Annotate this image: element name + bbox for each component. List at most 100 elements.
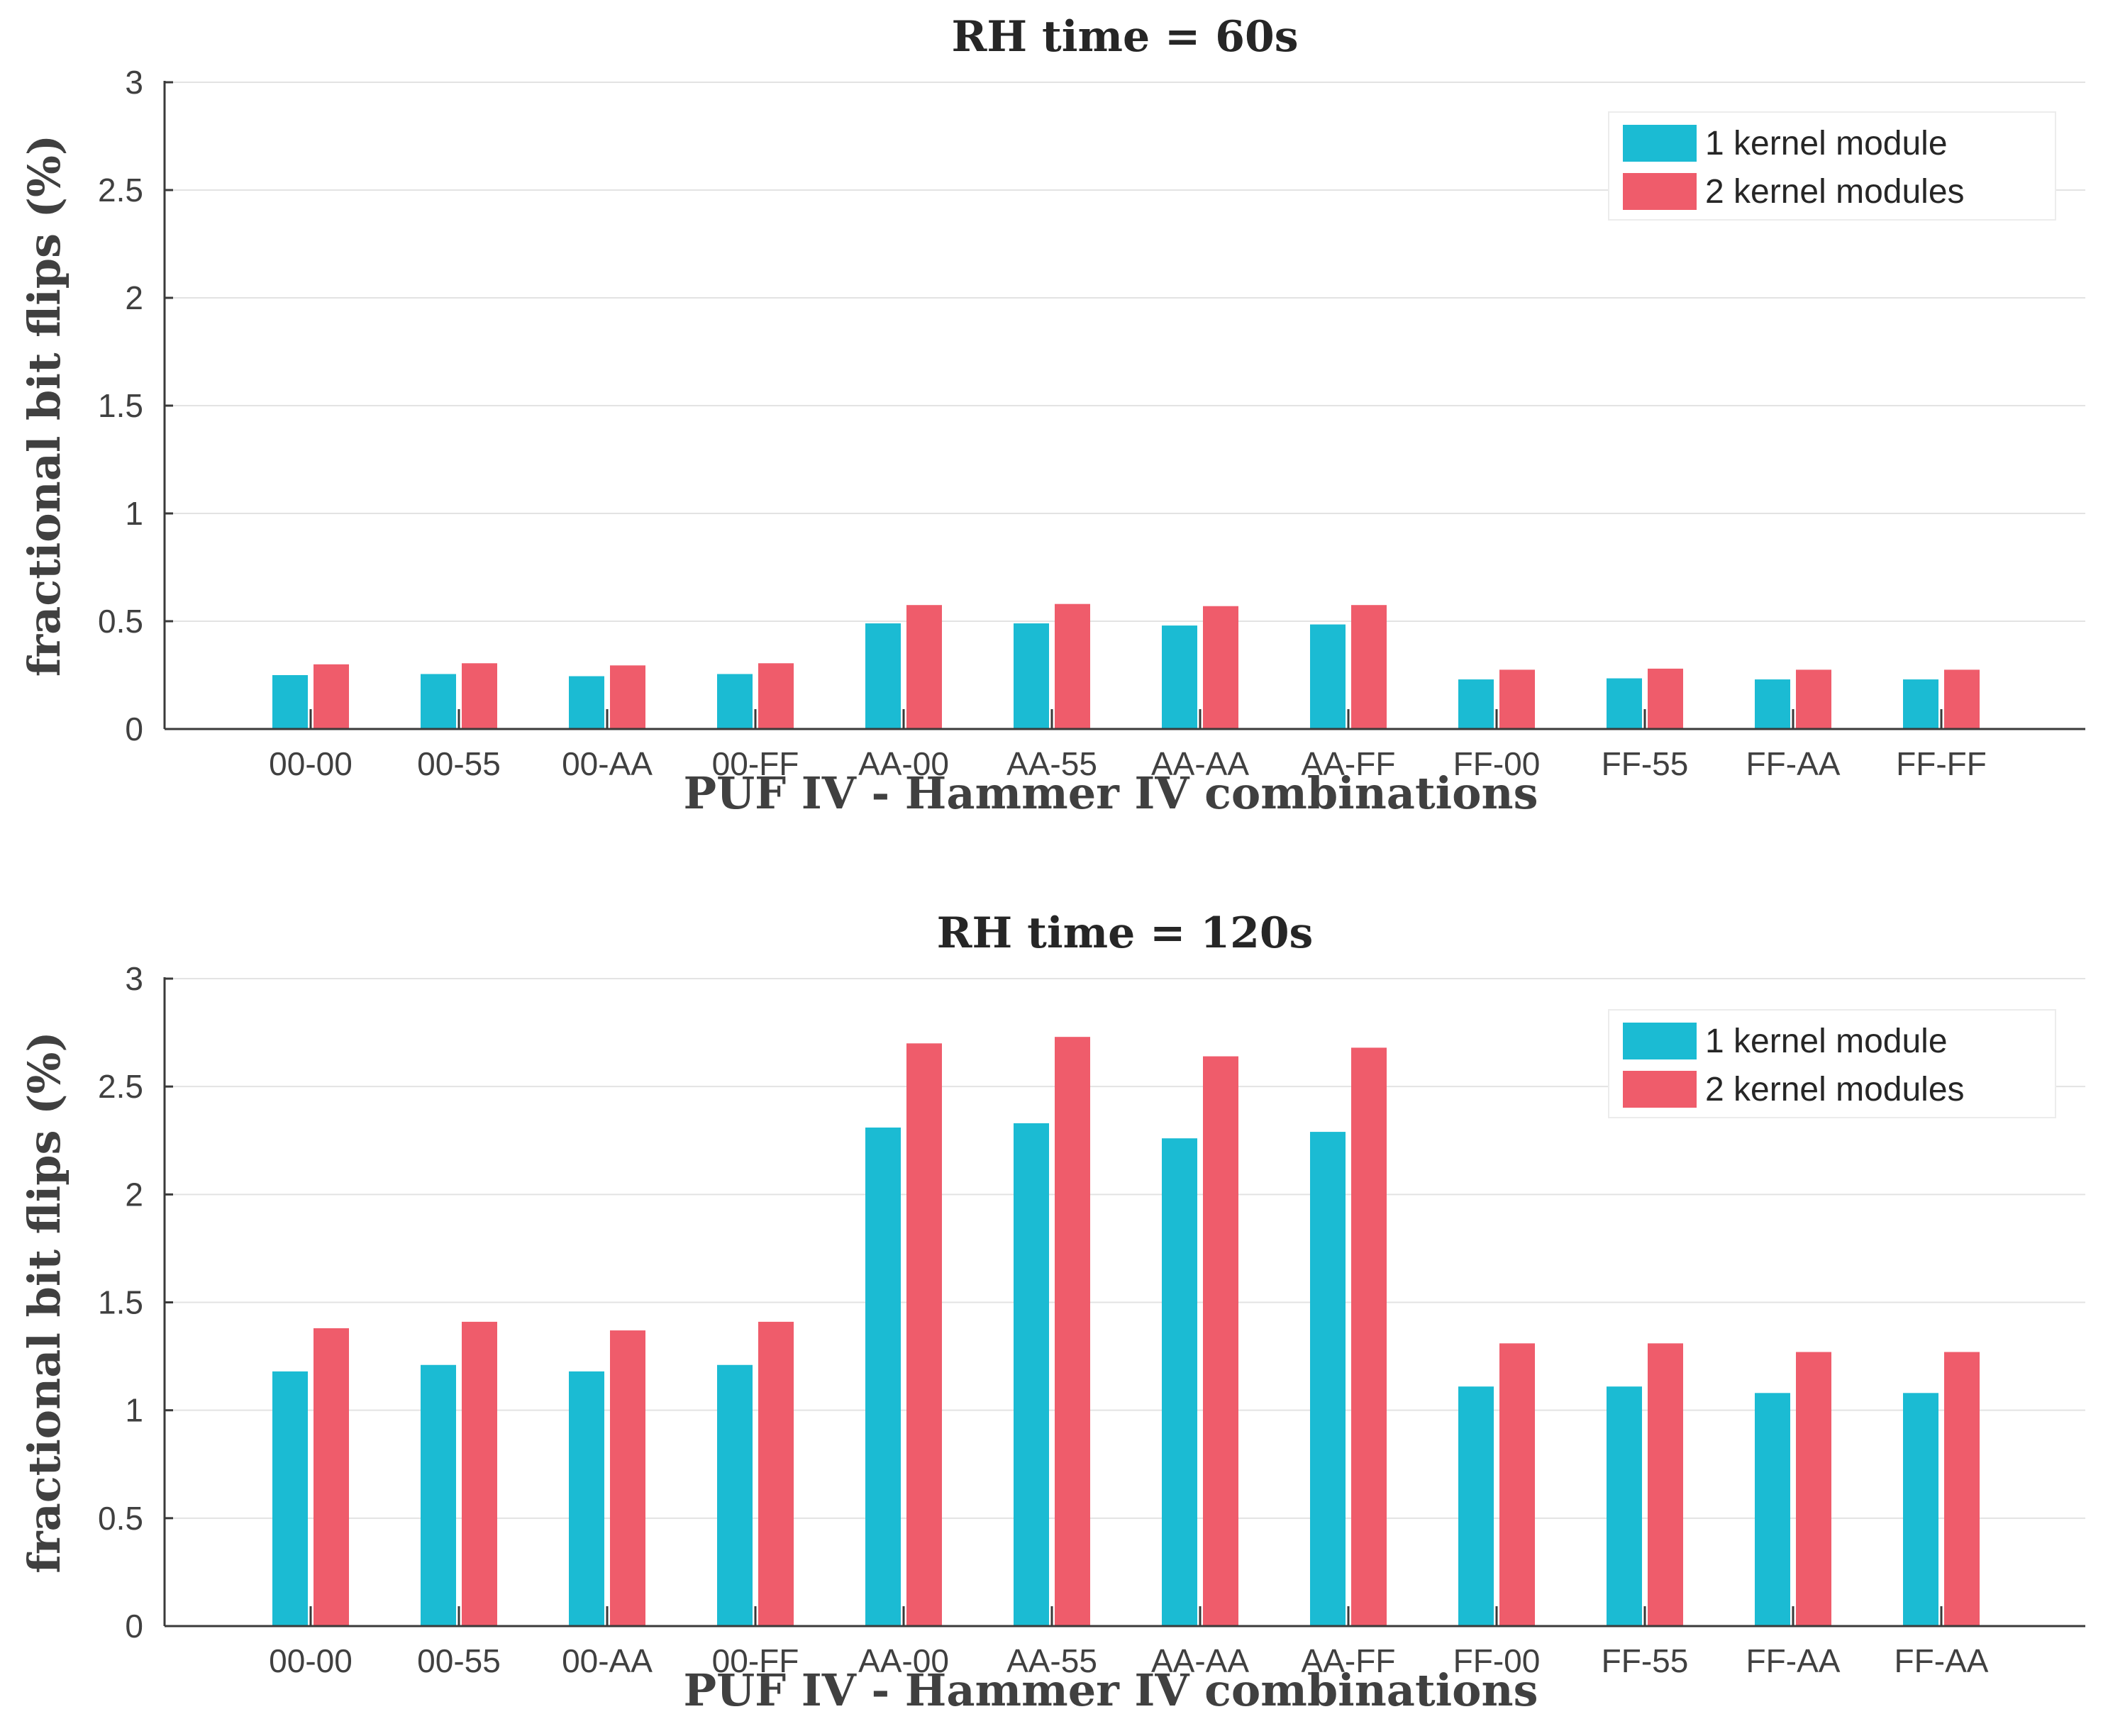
bar-series2-FF-00 <box>1499 1343 1535 1626</box>
bar-series1-FF-AA <box>1755 1393 1790 1626</box>
y-tick-label: 3 <box>125 64 143 101</box>
bar-series1-FF-AA <box>1903 1393 1938 1626</box>
x-tick-label: FF-00 <box>1453 745 1541 782</box>
x-tick-label: AA-00 <box>858 745 949 782</box>
x-tick-label: AA-55 <box>1006 1642 1097 1679</box>
bar-series1-00-55 <box>421 674 456 729</box>
x-axis-title: PUF IV - Hammer IV combinations <box>683 767 1538 819</box>
x-tick-label: FF-55 <box>1602 1642 1689 1679</box>
bar-series1-00-AA <box>569 676 604 729</box>
y-axis-title: fractional bit flips (%) <box>18 1031 70 1573</box>
bar-series2-AA-FF <box>1351 605 1387 729</box>
x-tick-label: FF-55 <box>1602 745 1689 782</box>
bar-series2-AA-00 <box>906 1043 942 1626</box>
x-tick-label: 00-55 <box>417 1642 501 1679</box>
bar-series1-FF-FF <box>1903 679 1938 729</box>
legend-label-1: 1 kernel module <box>1705 1023 1948 1060</box>
bar-series2-FF-AA <box>1944 1352 1980 1626</box>
legend-label-2: 2 kernel modules <box>1705 173 1965 211</box>
legend-swatch-1 <box>1623 1023 1697 1059</box>
bar-series1-AA-55 <box>1014 1123 1049 1626</box>
chart-title: RH time = 60s <box>952 12 1299 62</box>
bar-series2-00-55 <box>462 1321 497 1626</box>
bar-series1-FF-00 <box>1458 1386 1494 1626</box>
bar-series2-AA-FF <box>1351 1047 1387 1626</box>
y-tick-label: 2.5 <box>98 1068 143 1105</box>
y-tick-label: 0.5 <box>98 603 143 640</box>
x-tick-label: 00-55 <box>417 745 501 782</box>
x-tick-label: FF-FF <box>1896 745 1987 782</box>
bar-series2-AA-AA <box>1203 606 1238 729</box>
bar-series2-FF-AA <box>1796 669 1831 729</box>
bar-series1-00-00 <box>272 675 308 729</box>
y-tick-label: 2.5 <box>98 172 143 208</box>
y-tick-label: 1.5 <box>98 387 143 424</box>
legend-swatch-1 <box>1623 125 1697 162</box>
bar-series2-FF-FF <box>1944 669 1980 729</box>
bar-series1-00-00 <box>272 1371 308 1626</box>
bar-series2-AA-00 <box>906 605 942 729</box>
y-tick-label: 0 <box>125 1608 143 1645</box>
bar-series1-AA-FF <box>1310 1132 1346 1626</box>
bar-series1-FF-00 <box>1458 679 1494 729</box>
x-tick-label: FF-00 <box>1453 1642 1541 1679</box>
x-tick-label: 00-AA <box>562 745 653 782</box>
y-tick-label: 1 <box>125 1392 143 1429</box>
chart-panel-1: RH time = 60s 0 0.5 1 1.5 2 2.5 3 00-00 00-55 00-A… <box>18 12 2085 819</box>
bar-series1-00-AA <box>569 1371 604 1626</box>
legend-label-1: 1 kernel module <box>1705 125 1948 162</box>
legend: 1 kernel module 2 kernel modules <box>1608 1009 2056 1118</box>
bar-series1-AA-AA <box>1162 625 1197 729</box>
bar-series2-FF-55 <box>1648 668 1683 729</box>
y-tick-label: 1.5 <box>98 1284 143 1321</box>
chart-panel-2: RH time = 120s 0 0.5 1 1.5 2 2.5 3 00-00 00-55 00-… <box>18 908 2085 1716</box>
bar-series2-AA-55 <box>1055 1037 1090 1626</box>
bar-series2-FF-AA <box>1796 1352 1831 1626</box>
x-tick-label: AA-FF <box>1302 1642 1396 1679</box>
x-tick-label: AA-AA <box>1151 745 1249 782</box>
legend-swatch-2 <box>1623 173 1697 210</box>
y-tick-label: 2 <box>125 279 143 316</box>
bar-series2-AA-AA <box>1203 1056 1238 1626</box>
x-tick-label: FF-AA <box>1746 745 1841 782</box>
y-tick-label: 1 <box>125 495 143 532</box>
bar-series1-AA-00 <box>865 1127 901 1626</box>
y-tick-label: 0.5 <box>98 1500 143 1537</box>
bar-series2-FF-00 <box>1499 669 1535 729</box>
bar-series1-AA-55 <box>1014 623 1049 729</box>
y-tick-label: 2 <box>125 1176 143 1213</box>
x-tick-label: FF-AA <box>1895 1642 1989 1679</box>
bar-series1-00-FF <box>717 674 753 729</box>
bar-series1-AA-FF <box>1310 624 1346 729</box>
bar-series1-FF-55 <box>1607 1386 1642 1626</box>
y-tick-label: 3 <box>125 960 143 997</box>
bar-series2-00-FF <box>758 663 794 729</box>
x-axis-title: PUF IV - Hammer IV combinations <box>683 1664 1538 1716</box>
bar-series2-00-FF <box>758 1321 794 1626</box>
y-tick-label: 0 <box>125 711 143 747</box>
x-tick-label: 00-00 <box>269 1642 353 1679</box>
bar-series1-AA-00 <box>865 623 901 729</box>
bar-series1-FF-55 <box>1607 678 1642 729</box>
bar-series2-00-00 <box>314 1328 349 1626</box>
chart-title: RH time = 120s <box>937 908 1314 958</box>
x-tick-label: 00-FF <box>712 745 799 782</box>
y-axis-title: fractional bit flips (%) <box>18 135 70 677</box>
x-tick-label: AA-AA <box>1151 1642 1249 1679</box>
bar-series2-AA-55 <box>1055 603 1090 729</box>
bar-series1-00-55 <box>421 1364 456 1626</box>
legend: 1 kernel module 2 kernel modules <box>1608 111 2056 221</box>
bar-series1-00-FF <box>717 1364 753 1626</box>
x-tick-label: 00-AA <box>562 1642 653 1679</box>
bar-series2-00-AA <box>610 665 645 729</box>
bar-series1-FF-AA <box>1755 679 1790 729</box>
legend-label-2: 2 kernel modules <box>1705 1071 1965 1108</box>
x-tick-label: AA-00 <box>858 1642 949 1679</box>
bar-series1-AA-AA <box>1162 1138 1197 1626</box>
legend-swatch-2 <box>1623 1071 1697 1108</box>
x-tick-label: AA-FF <box>1302 745 1396 782</box>
x-tick-label: FF-AA <box>1746 1642 1841 1679</box>
x-tick-label: 00-FF <box>712 1642 799 1679</box>
bar-series2-FF-55 <box>1648 1343 1683 1626</box>
